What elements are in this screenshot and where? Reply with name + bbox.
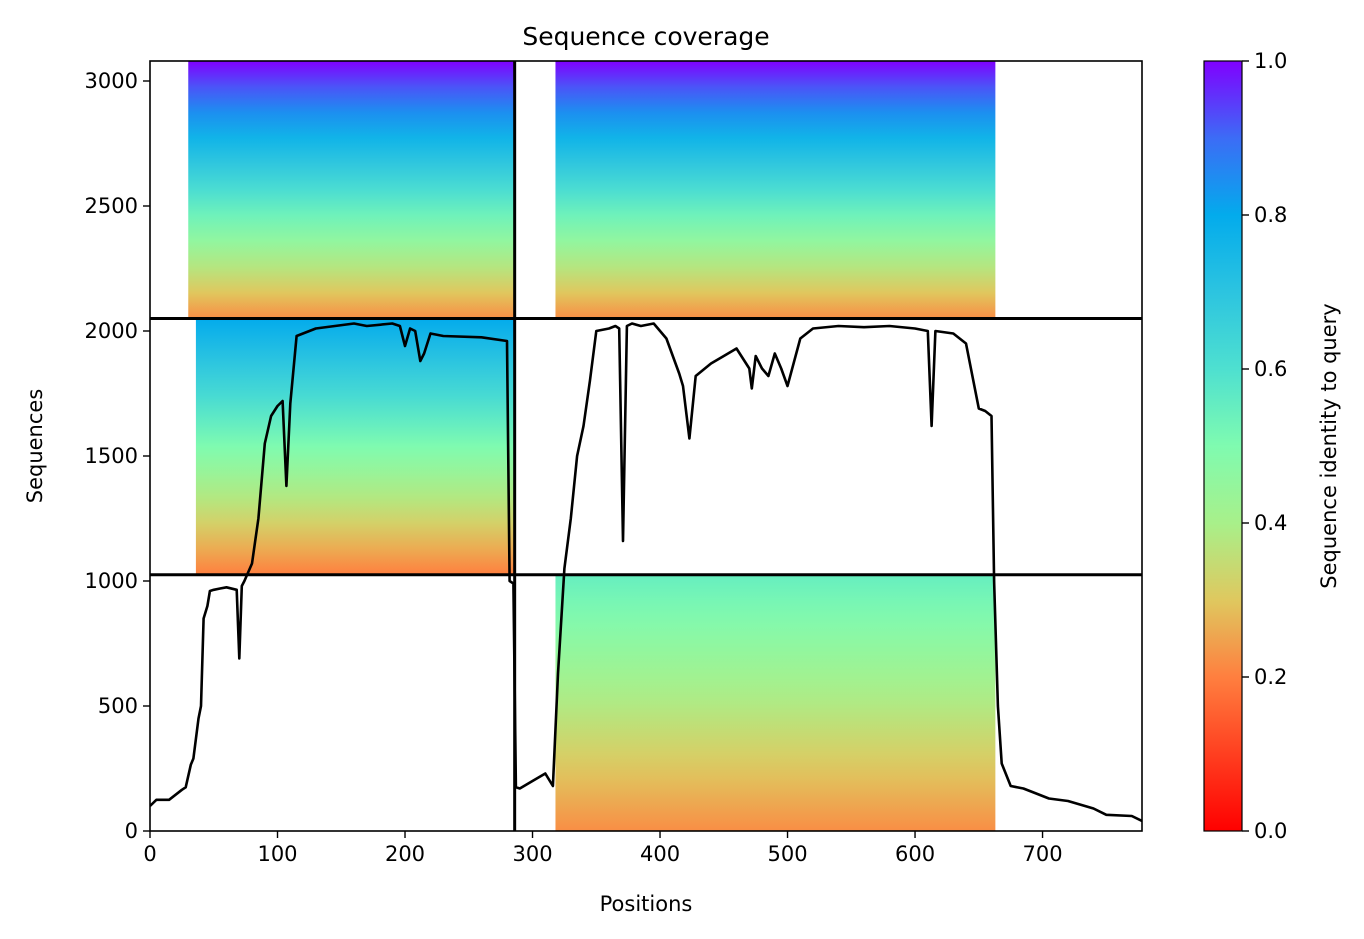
colorbar-label: Sequence identity to query xyxy=(1317,303,1341,588)
x-tick-label: 400 xyxy=(640,842,680,866)
x-tick-label: 600 xyxy=(895,842,935,866)
x-tick-label: 200 xyxy=(385,842,425,866)
chart-title: Sequence coverage xyxy=(522,22,769,51)
coverage-block-upper-right xyxy=(555,61,996,319)
x-tick-label: 500 xyxy=(767,842,807,866)
x-axis-label: Positions xyxy=(600,892,693,916)
colorbar-tick-label: 0.2 xyxy=(1254,665,1287,689)
x-tick-label: 700 xyxy=(1022,842,1062,866)
y-tick-label: 1000 xyxy=(85,569,138,593)
x-axis: 0 100 200 300 400 500 600 700 xyxy=(143,831,1063,866)
y-tick-label: 3000 xyxy=(85,69,138,93)
y-tick-label: 1500 xyxy=(85,444,138,468)
colorbar-tick-label: 0.8 xyxy=(1254,203,1287,227)
coverage-block-upper-left xyxy=(188,61,515,319)
colorbar-tick-label: 1.0 xyxy=(1254,49,1287,73)
y-axis-label: Sequences xyxy=(23,389,47,504)
colorbar xyxy=(1203,60,1243,832)
y-tick-label: 500 xyxy=(98,694,138,718)
plot-frame xyxy=(149,60,1143,832)
y-tick-label: 0 xyxy=(125,819,138,843)
x-tick-label: 0 xyxy=(143,842,156,866)
colorbar-tick-label: 0.6 xyxy=(1254,357,1287,381)
x-tick-label: 300 xyxy=(512,842,552,866)
colorbar-ticks: 0.0 0.2 0.4 0.6 0.8 1.0 xyxy=(1242,49,1287,843)
coverage-block-lower-right xyxy=(555,574,996,831)
y-tick-label: 2500 xyxy=(85,194,138,218)
coverage-blocks xyxy=(188,61,996,831)
x-tick-label: 100 xyxy=(257,842,297,866)
y-tick-label: 2000 xyxy=(85,319,138,343)
coverage-line-layer xyxy=(150,322,1142,823)
coverage-line xyxy=(150,322,1142,823)
y-axis: 0 500 1000 1500 2000 2500 3000 xyxy=(85,69,150,843)
colorbar-tick-label: 0.4 xyxy=(1254,511,1287,535)
colorbar-tick-label: 0.0 xyxy=(1254,819,1287,843)
coverage-block-middle-left xyxy=(195,318,515,575)
